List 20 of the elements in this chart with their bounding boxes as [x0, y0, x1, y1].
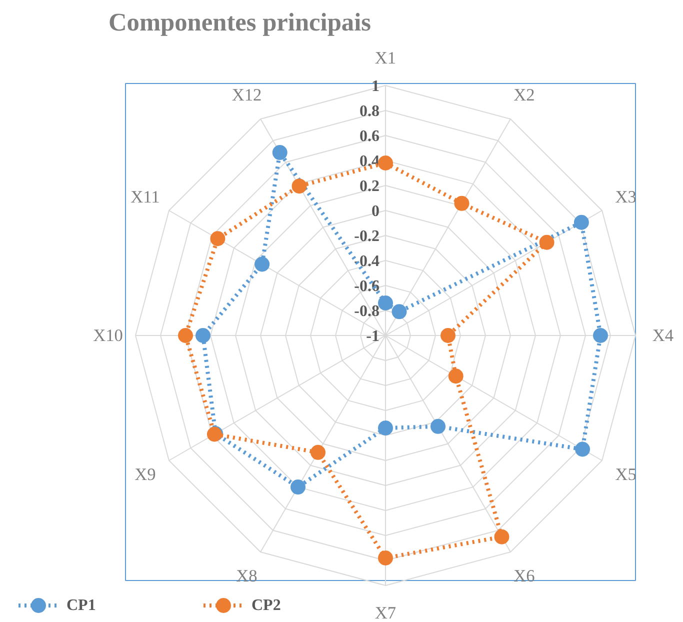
y-tick-label: -0.8 — [354, 303, 380, 320]
y-tick-label: 0 — [372, 203, 380, 220]
y-tick-label: 0.2 — [360, 178, 380, 195]
y-tick-label: 0.6 — [360, 128, 380, 145]
spoke-label: X4 — [652, 326, 674, 345]
legend-label: CP2 — [252, 597, 281, 614]
spoke-label: X7 — [374, 604, 396, 622]
spoke-label: X11 — [130, 187, 160, 206]
spoke-label: X1 — [374, 48, 396, 68]
legend-label: CP1 — [66, 597, 96, 614]
spoke-label: X12 — [232, 86, 262, 105]
y-tick-label: -1 — [366, 328, 380, 345]
y-tick-label: -0.6 — [354, 278, 380, 295]
spoke-label: X10 — [93, 326, 123, 345]
spoke-label: X2 — [514, 86, 535, 105]
y-tick-label: -0.2 — [354, 228, 380, 245]
spoke-label: X9 — [134, 464, 156, 484]
chart-title: Componentes principais — [108, 8, 372, 36]
y-tick-label: -0.4 — [354, 253, 380, 270]
y-tick-label: 0.8 — [360, 103, 380, 120]
